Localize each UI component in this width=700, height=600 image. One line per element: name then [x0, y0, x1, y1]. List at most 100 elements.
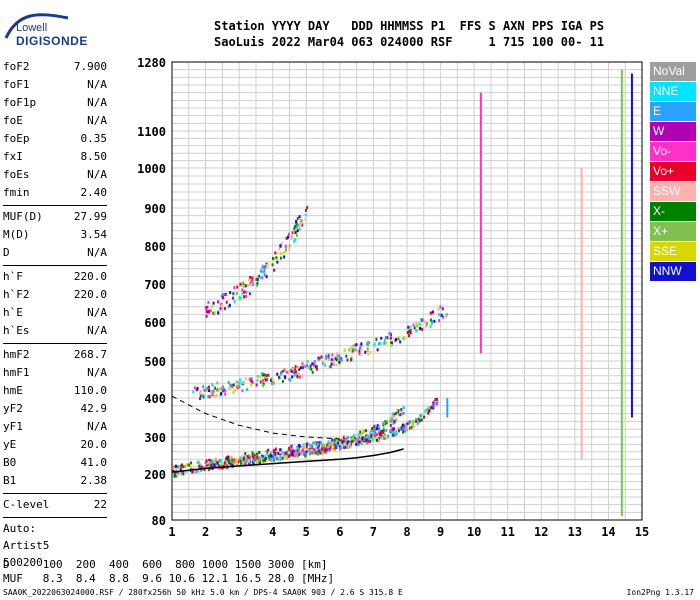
echo-point — [318, 448, 321, 452]
echo-point — [383, 421, 386, 425]
echo-point — [403, 336, 406, 340]
echo-point — [298, 215, 301, 219]
echo-point — [393, 415, 396, 419]
echo-point — [340, 440, 343, 444]
echo-point — [296, 366, 299, 370]
echo-point — [344, 445, 347, 449]
echo-point — [307, 448, 310, 452]
echo-point — [208, 458, 211, 462]
echo-point — [275, 454, 278, 458]
echo-point — [202, 385, 205, 389]
header-values: SaoLuis 2022 Mar04 063 024000 RSF 1 715 … — [214, 35, 605, 49]
legend-item-vo-: Vo+ — [650, 162, 696, 181]
echo-point — [330, 440, 333, 444]
echo-point — [435, 397, 438, 401]
echo-point — [399, 413, 402, 417]
echo-point — [411, 423, 414, 427]
echo-point — [228, 303, 231, 307]
echo-point — [302, 443, 305, 447]
echo-point — [430, 313, 433, 317]
echo-point — [240, 455, 243, 459]
echo-point — [319, 442, 322, 446]
echo-point — [372, 431, 375, 435]
echo-point — [245, 459, 248, 463]
x-tick-label: 8 — [403, 525, 410, 539]
echo-point — [417, 421, 420, 425]
echo-point — [268, 455, 271, 459]
echo-point — [314, 441, 317, 445]
echo-point — [299, 452, 302, 456]
param-divider — [3, 205, 107, 206]
echo-point — [239, 460, 242, 464]
echo-point — [357, 438, 360, 442]
echo-point — [400, 409, 403, 413]
param-row: foF1p N/A — [3, 94, 107, 112]
echo-point — [265, 449, 268, 453]
echo-point — [282, 251, 285, 255]
echo-point — [198, 391, 201, 395]
echo-point — [258, 450, 261, 454]
echo-point — [279, 371, 282, 375]
echo-point — [199, 397, 202, 401]
echo-point — [360, 342, 363, 346]
echo-point — [241, 389, 244, 393]
echo-point — [319, 441, 322, 445]
echo-point — [303, 451, 306, 455]
echo-point — [390, 429, 393, 433]
echo-point — [347, 440, 350, 444]
echo-point — [267, 453, 270, 457]
param-row: h`F2 220.0 — [3, 286, 107, 304]
echo-point — [260, 276, 263, 280]
echo-point — [372, 427, 375, 431]
echo-point — [266, 450, 269, 454]
echo-point — [281, 369, 284, 373]
echo-point — [433, 319, 436, 323]
param-value: 22 — [93, 498, 107, 511]
echo-point — [241, 459, 244, 463]
echo-point — [271, 263, 274, 267]
echo-point — [271, 380, 274, 384]
echo-point — [236, 285, 239, 289]
echo-point — [258, 458, 261, 462]
echo-point — [207, 385, 210, 389]
echo-point — [264, 459, 267, 463]
echo-point — [289, 450, 292, 454]
echo-point — [294, 230, 297, 234]
echo-point — [282, 453, 285, 457]
echo-point — [288, 446, 291, 450]
echo-point — [402, 412, 405, 416]
param-value: 0.35 — [80, 132, 108, 145]
echo-point — [238, 296, 241, 300]
echo-point — [311, 362, 314, 366]
echo-point — [315, 367, 318, 371]
echo-point — [207, 467, 210, 471]
param-row: B0 41.0 — [3, 454, 107, 472]
echo-point — [267, 373, 270, 377]
echo-point — [224, 292, 227, 296]
echo-point — [319, 451, 322, 455]
echo-point — [305, 445, 308, 449]
echo-point — [217, 464, 220, 468]
echo-point — [270, 459, 273, 463]
echo-point — [229, 461, 232, 465]
echo-point — [358, 440, 361, 444]
echo-point — [173, 472, 176, 476]
legend-item-sse: SSE — [650, 242, 696, 261]
echo-point — [358, 349, 361, 353]
echo-point — [280, 372, 283, 376]
echo-point — [246, 284, 249, 288]
param-label: yF2 — [3, 402, 23, 415]
legend-item-w: W — [650, 122, 696, 141]
param-value: N/A — [87, 96, 107, 109]
echo-point — [195, 470, 198, 474]
echo-point — [214, 386, 217, 390]
echo-point — [335, 358, 338, 362]
echo-point — [219, 307, 222, 311]
echo-point — [277, 452, 280, 456]
echo-point — [274, 447, 277, 451]
echo-point — [262, 378, 265, 382]
echo-point — [394, 431, 397, 435]
echo-point — [285, 236, 288, 240]
echo-point — [207, 463, 210, 467]
echo-point — [242, 285, 245, 289]
